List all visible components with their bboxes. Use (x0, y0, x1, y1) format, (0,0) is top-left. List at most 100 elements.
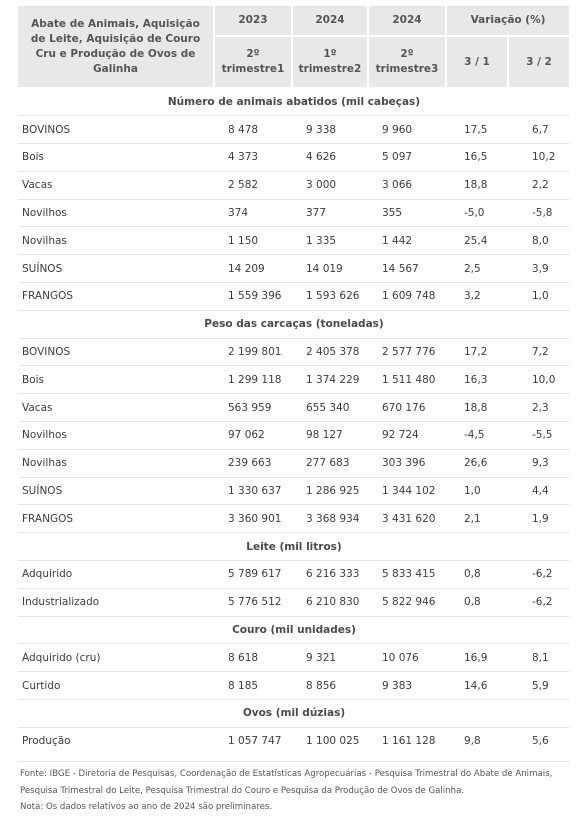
table-footer: Fonte: IBGE - Diretoria de Pesquisas, Co… (18, 761, 570, 816)
table-cell: 3 360 901 (214, 504, 292, 533)
row-label: Produção (18, 726, 214, 756)
header-ratio-2: 3 / 2 (508, 36, 571, 89)
table-cell: 1 286 925 (292, 476, 368, 505)
section-row: Couro (mil unidades) (18, 615, 570, 644)
table-cell: 26,6 (446, 448, 508, 478)
table-cell: 1 335 (292, 226, 368, 255)
header-year-2: 2024 (292, 6, 369, 37)
table-row: Vacas 2 582 3 000 3 066 18,8 2,2 (18, 170, 570, 200)
table-cell: 6,7 (508, 115, 570, 144)
table-row: Novilhas 239 663 277 683 303 396 26,6 9,3 (18, 448, 570, 478)
row-label: SUÍNOS (18, 476, 214, 505)
table-cell: 25,4 (446, 226, 508, 255)
row-label: Novilhos (18, 198, 214, 227)
section-row: Peso das carcaças (toneladas) (18, 309, 570, 339)
table-cell: 670 176 (368, 393, 446, 422)
table-cell: 2,2 (508, 170, 570, 200)
table-cell: 0,8 (446, 560, 508, 589)
table-body: Número de animais abatidos (mil cabeças)… (18, 87, 570, 756)
table-cell: -6,2 (508, 560, 570, 589)
table-row: FRANGOS 1 559 396 1 593 626 1 609 748 3,2 1,0 (18, 282, 570, 311)
section-title: Couro (mil unidades) (18, 615, 570, 644)
section-row: Número de animais abatidos (mil cabeças) (18, 87, 570, 116)
table-cell: 18,8 (446, 170, 508, 200)
table-cell: 1 609 748 (368, 282, 446, 311)
table-cell: 8 185 (214, 671, 292, 700)
table-row: Novilhos 97 062 98 127 92 724 -4,5 -5,5 (18, 421, 570, 450)
table-cell: 1,9 (508, 504, 570, 533)
source-note: Fonte: IBGE - Diretoria de Pesquisas, Co… (20, 769, 553, 796)
table-row: BOVINOS 8 478 9 338 9 960 17,5 6,7 (18, 115, 570, 144)
table-cell: 8 478 (214, 115, 292, 144)
table-row: FRANGOS 3 360 901 3 368 934 3 431 620 2,1 1,9 (18, 504, 570, 533)
table-cell: 5 833 415 (368, 560, 446, 589)
row-label: BOVINOS (18, 115, 214, 144)
header-year-1: 2023 (214, 6, 293, 37)
table-cell: 3 431 620 (368, 504, 446, 533)
table-cell: 9,8 (446, 726, 508, 756)
row-label: Vacas (18, 393, 214, 422)
table-row: Curtido 8 185 8 856 9 383 14,6 5,9 (18, 671, 570, 700)
table-cell: 9 960 (368, 115, 446, 144)
table-cell: 563 959 (214, 393, 292, 422)
table-cell: 1 161 128 (368, 726, 446, 756)
table-cell: 2 199 801 (214, 337, 292, 366)
header-variation: Variação (%) (446, 6, 571, 37)
row-label: FRANGOS (18, 504, 214, 533)
table-cell: 303 396 (368, 448, 446, 478)
table-cell: 3 066 (368, 170, 446, 200)
table-row: Novilhas 1 150 1 335 1 442 25,4 8,0 (18, 226, 570, 255)
table-cell: 17,5 (446, 115, 508, 144)
table-cell: 16,5 (446, 143, 508, 172)
table-cell: 8 856 (292, 671, 368, 700)
row-label: Bois (18, 365, 214, 394)
table-cell: 2,5 (446, 254, 508, 283)
row-label: Vacas (18, 170, 214, 200)
row-label: BOVINOS (18, 337, 214, 366)
table-cell: -4,5 (446, 421, 508, 450)
table-cell: 9 338 (292, 115, 368, 144)
table-cell: 4 626 (292, 143, 368, 172)
table-cell: 14 567 (368, 254, 446, 283)
table-cell: 8 618 (214, 643, 292, 672)
header-period-3: 2º trimestre3 (368, 36, 447, 89)
table-cell: -6,2 (508, 587, 570, 617)
table-cell: 7,2 (508, 337, 570, 366)
table-cell: 3 000 (292, 170, 368, 200)
table-cell: 1 344 102 (368, 476, 446, 505)
row-label: Novilhas (18, 226, 214, 255)
table-cell: 3 368 934 (292, 504, 368, 533)
row-label: SUÍNOS (18, 254, 214, 283)
table-cell: -5,8 (508, 198, 570, 227)
table-cell: 2,1 (446, 504, 508, 533)
section-title: Ovos (mil dúzias) (18, 699, 570, 728)
row-label: FRANGOS (18, 282, 214, 311)
table-cell: 1 299 118 (214, 365, 292, 394)
table-cell: 6 210 830 (292, 587, 368, 617)
table-cell: 9 383 (368, 671, 446, 700)
table-row: Bois 1 299 118 1 374 229 1 511 480 16,3 10,0 (18, 365, 570, 394)
table-cell: 5 776 512 (214, 587, 292, 617)
section-title: Número de animais abatidos (mil cabeças) (18, 87, 570, 116)
table-cell: 9,3 (508, 448, 570, 478)
header-year-3: 2024 (368, 6, 447, 37)
table-cell: 98 127 (292, 421, 368, 450)
table-cell: 14 209 (214, 254, 292, 283)
table-cell: 377 (292, 198, 368, 227)
row-label: Adquirido (cru) (18, 643, 214, 672)
table-row: BOVINOS 2 199 801 2 405 378 2 577 776 17,2 7,… (18, 337, 570, 366)
table-cell: 16,3 (446, 365, 508, 394)
table-cell: 277 683 (292, 448, 368, 478)
table-cell: 1 442 (368, 226, 446, 255)
table-cell: 355 (368, 198, 446, 227)
table-cell: 10,0 (508, 365, 570, 394)
table-cell: 17,2 (446, 337, 508, 366)
row-label: Bois (18, 143, 214, 172)
table-cell: 1 559 396 (214, 282, 292, 311)
section-title: Peso das carcaças (toneladas) (18, 309, 570, 339)
preliminary-note: Nota: Os dados relativos ao ano de 2024 … (20, 802, 273, 813)
table-cell: 5,6 (508, 726, 570, 756)
table-cell: 1,0 (446, 476, 508, 505)
table-cell: 16,9 (446, 643, 508, 672)
table-row: Vacas 563 959 655 340 670 176 18,8 2,3 (18, 393, 570, 422)
